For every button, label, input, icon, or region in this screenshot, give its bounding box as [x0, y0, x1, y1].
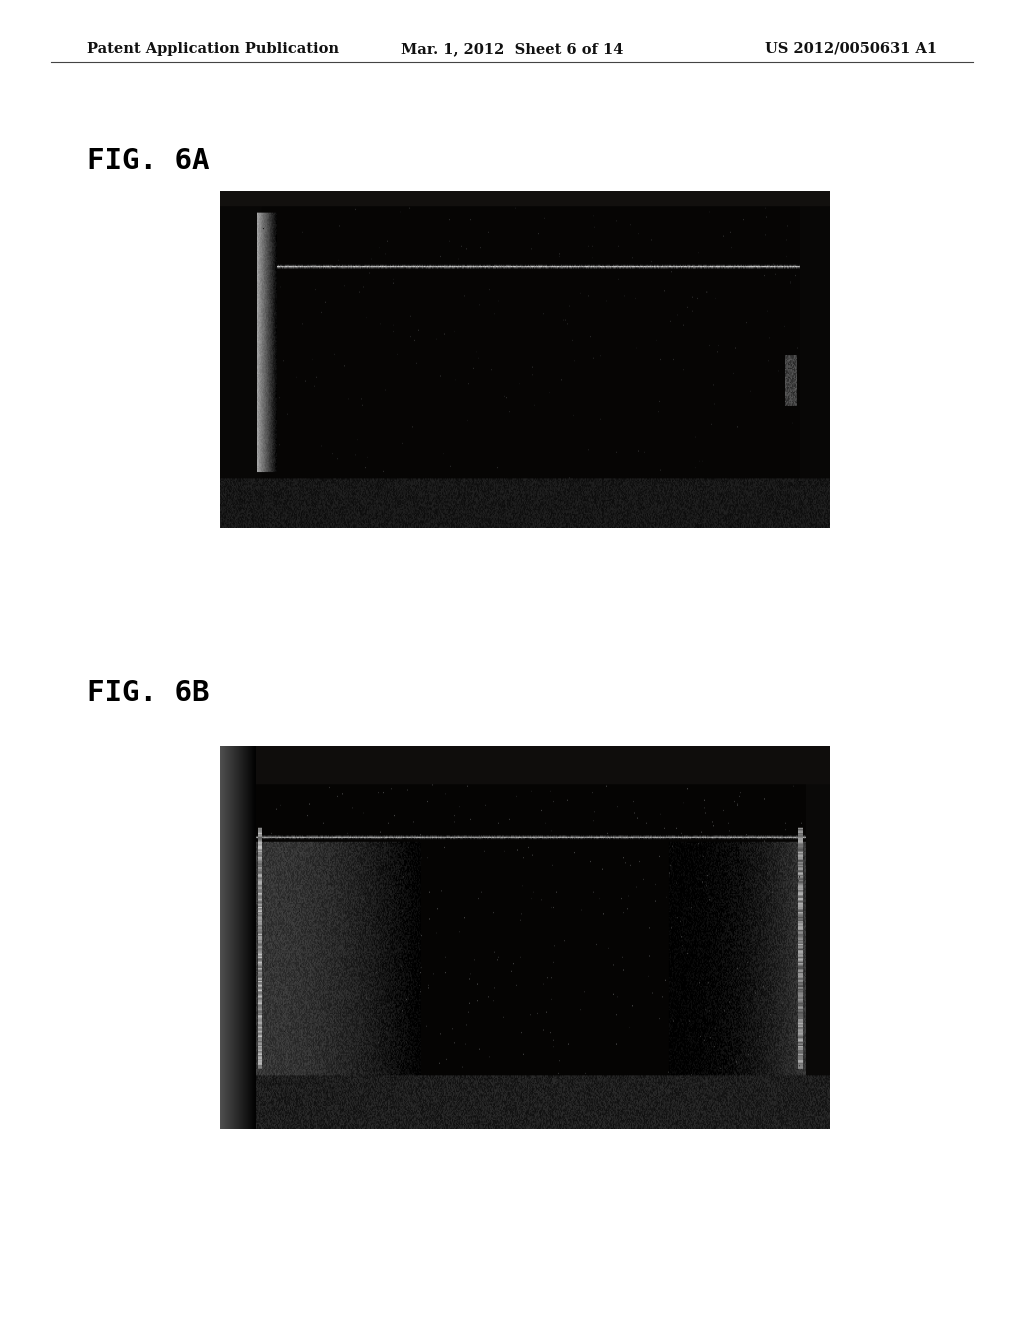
- Text: Patent Application Publication: Patent Application Publication: [87, 42, 339, 55]
- Text: Mar. 1, 2012  Sheet 6 of 14: Mar. 1, 2012 Sheet 6 of 14: [400, 42, 624, 55]
- Text: US 2012/0050631 A1: US 2012/0050631 A1: [765, 42, 937, 55]
- Text: FIG. 6B: FIG. 6B: [87, 678, 210, 708]
- Text: FIG. 6A: FIG. 6A: [87, 147, 210, 176]
